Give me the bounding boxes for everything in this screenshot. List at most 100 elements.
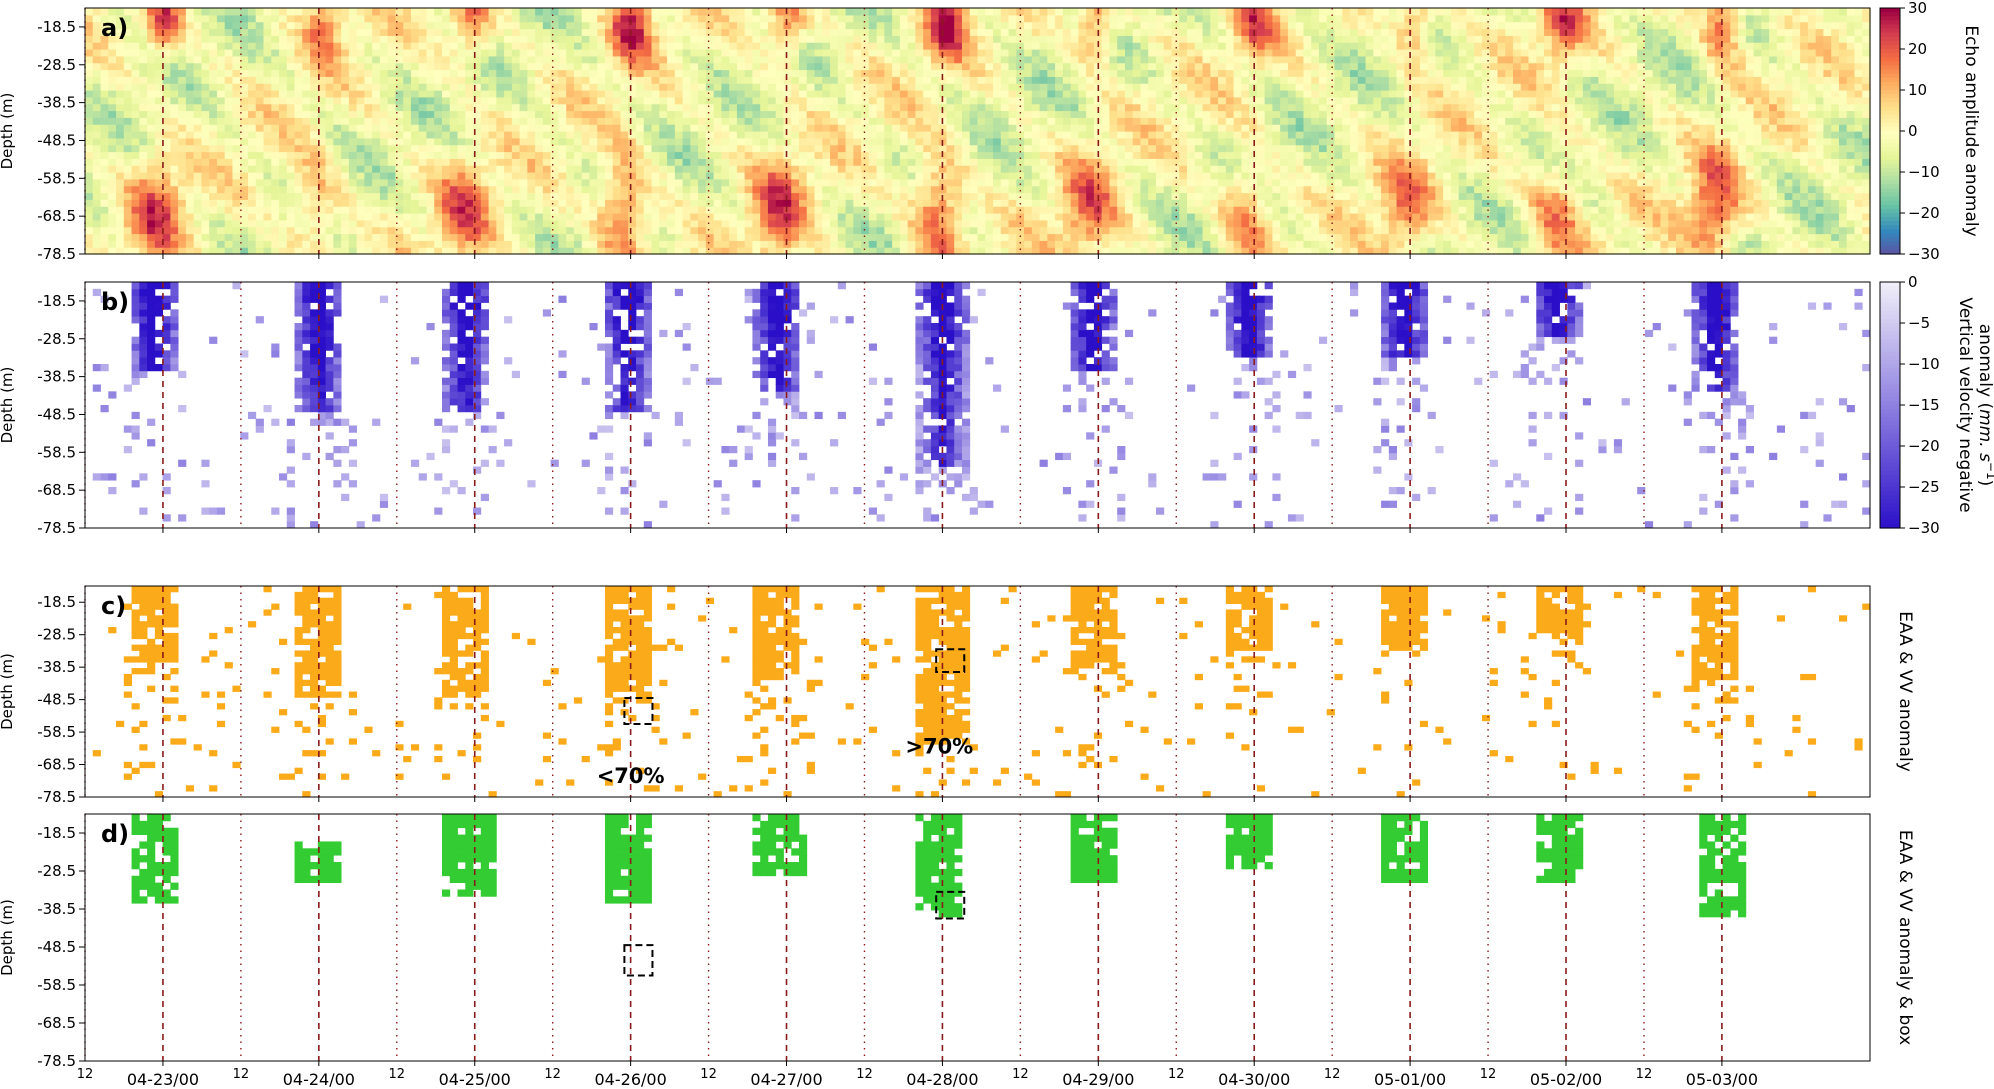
echo-cell xyxy=(325,62,334,71)
echo-cell xyxy=(542,14,552,23)
echo-cell xyxy=(418,14,428,23)
echo-cell xyxy=(473,233,482,241)
echo-cell xyxy=(379,192,389,200)
echo-cell xyxy=(224,103,234,112)
echo-cell xyxy=(853,103,862,112)
echo-cell xyxy=(294,8,303,16)
echo-cell xyxy=(1124,124,1134,132)
echo-cell xyxy=(480,213,490,221)
echo-cell xyxy=(612,49,622,57)
echo-cell xyxy=(954,55,963,64)
echo-cell xyxy=(1086,137,1095,146)
echo-cell xyxy=(356,14,365,23)
echo-cell xyxy=(783,158,792,166)
echo-cell xyxy=(465,55,474,64)
echo-cell xyxy=(915,240,924,248)
echo-cell xyxy=(426,158,435,166)
echo-cell xyxy=(643,110,653,118)
echo-cell xyxy=(449,158,459,166)
echo-cell xyxy=(418,117,428,125)
echo-cell xyxy=(938,90,948,98)
echo-cell xyxy=(473,240,482,248)
echo-cell xyxy=(185,158,195,166)
echo-cell xyxy=(814,192,823,200)
echo-cell xyxy=(1124,42,1134,50)
echo-cell xyxy=(201,192,210,200)
echo-cell xyxy=(185,131,195,139)
echo-cell xyxy=(535,96,544,105)
echo-cell xyxy=(310,90,319,98)
echo-cell xyxy=(473,117,482,125)
echo-cell xyxy=(783,103,792,112)
echo-cell xyxy=(1117,240,1126,248)
echo-cell xyxy=(255,69,265,77)
echo-cell xyxy=(247,131,257,139)
echo-cell xyxy=(139,199,148,207)
echo-cell xyxy=(985,28,994,36)
echo-cell xyxy=(480,199,490,207)
echo-cell xyxy=(333,172,342,180)
echo-cell xyxy=(162,110,171,118)
echo-cell xyxy=(535,103,544,112)
echo-cell xyxy=(698,185,707,194)
echo-cell xyxy=(1031,35,1041,43)
echo-cell xyxy=(333,28,342,36)
echo-cell xyxy=(961,158,971,166)
echo-cell xyxy=(643,144,653,153)
echo-cell xyxy=(201,226,210,235)
echo-cell xyxy=(209,137,218,146)
echo-cell xyxy=(1039,199,1048,207)
echo-cell xyxy=(185,28,195,36)
echo-cell xyxy=(201,185,210,194)
echo-cell xyxy=(651,131,660,139)
echo-cell xyxy=(85,165,94,173)
echo-cell xyxy=(814,185,823,194)
echo-cell xyxy=(659,178,668,187)
echo-cell xyxy=(209,14,218,23)
echo-cell xyxy=(123,14,133,23)
echo-cell xyxy=(597,69,606,77)
echo-cell xyxy=(1140,172,1149,180)
echo-cell xyxy=(651,124,660,132)
echo-cell xyxy=(907,62,917,71)
echo-cell xyxy=(480,62,490,71)
echo-cell xyxy=(721,110,730,118)
echo-cell xyxy=(131,103,140,112)
echo-cell xyxy=(705,206,715,214)
echo-cell xyxy=(216,28,226,36)
echo-cell xyxy=(946,199,955,207)
echo-cell xyxy=(232,151,241,159)
echo-cell xyxy=(302,69,311,77)
echo-cell xyxy=(550,144,560,153)
echo-cell xyxy=(100,35,109,43)
echo-cell xyxy=(946,76,955,84)
echo-cell xyxy=(271,247,280,255)
echo-cell xyxy=(1062,117,1072,125)
echo-cell xyxy=(511,49,521,57)
echo-cell xyxy=(457,124,466,132)
echo-cell xyxy=(92,42,102,50)
echo-cell xyxy=(348,8,358,16)
echo-cell xyxy=(1117,192,1126,200)
echo-cell xyxy=(418,96,428,105)
echo-cell xyxy=(317,199,327,207)
echo-cell xyxy=(736,117,746,125)
echo-cell xyxy=(682,213,691,221)
echo-cell xyxy=(1055,124,1064,132)
echo-cell xyxy=(884,49,893,57)
echo-cell xyxy=(372,55,381,64)
echo-cell xyxy=(209,178,218,187)
echo-cell xyxy=(713,124,722,132)
echo-cell xyxy=(977,137,986,146)
echo-cell xyxy=(1070,28,1079,36)
echo-cell xyxy=(604,21,614,30)
echo-cell xyxy=(1117,206,1126,214)
echo-cell xyxy=(387,158,397,166)
echo-cell xyxy=(480,76,490,84)
echo-cell xyxy=(752,69,761,77)
echo-cell xyxy=(837,144,847,153)
echo-cell xyxy=(628,83,637,91)
echo-cell xyxy=(465,131,474,139)
echo-cell xyxy=(930,69,940,77)
echo-cell xyxy=(123,233,133,241)
